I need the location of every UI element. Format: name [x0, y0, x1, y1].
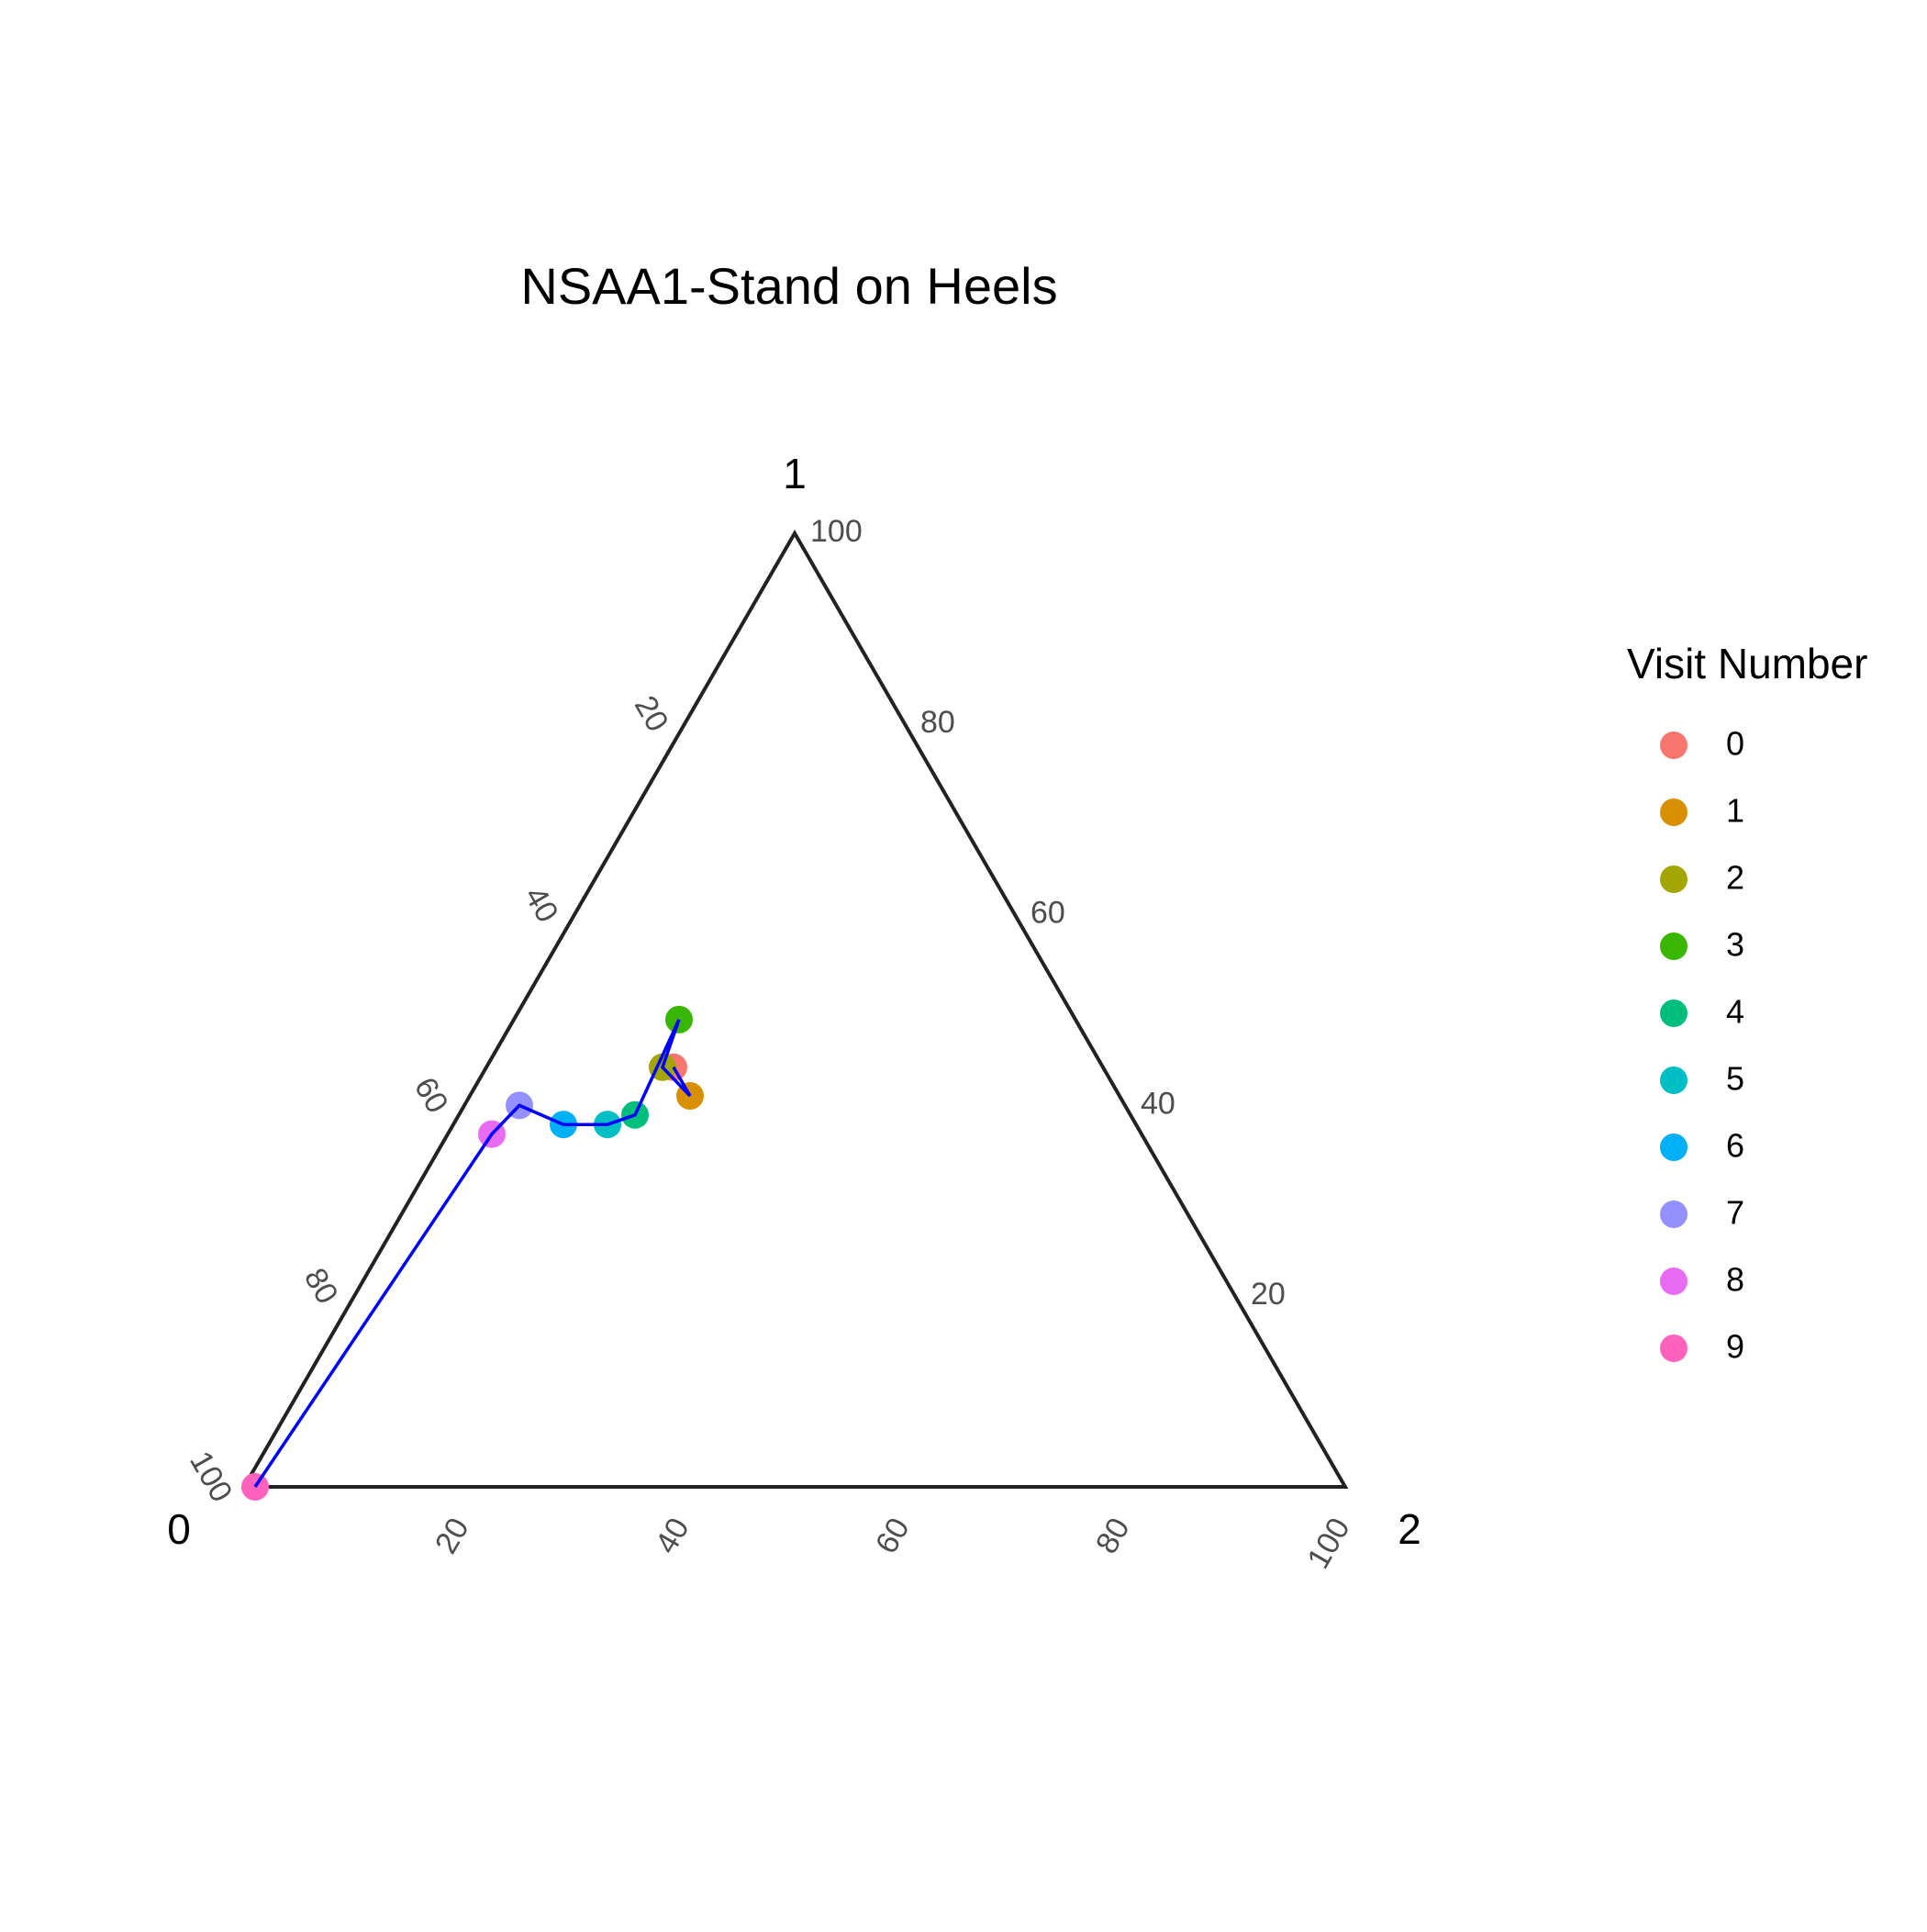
- legend-key-5: [1660, 1067, 1688, 1094]
- right-edge-tick-label: 20: [1251, 1277, 1286, 1312]
- legend-label-9: 9: [1726, 1328, 1744, 1366]
- right-edge-tick-label: 60: [1030, 896, 1065, 931]
- vertex-label-0: 0: [167, 1505, 191, 1553]
- legend-key-0: [1660, 731, 1688, 759]
- bottom-edge-tick-label: 20: [429, 1512, 476, 1559]
- visit-trajectory-line: [253, 1019, 692, 1488]
- legend-label-2: 2: [1726, 859, 1744, 897]
- legend-label-8: 8: [1726, 1261, 1744, 1299]
- left-edge-tick-label: 80: [297, 1262, 345, 1310]
- vertex-label-1: 1: [783, 450, 807, 497]
- right-edge-tick-label: 80: [920, 705, 955, 740]
- legend-label-7: 7: [1726, 1194, 1744, 1232]
- bottom-edge-tick-label: 60: [869, 1512, 917, 1559]
- tick-labels: 20 40 60 80 100 100 80 60 40 20 20 40 60 80 100: [183, 514, 1357, 1575]
- legend-key-6: [1660, 1134, 1688, 1161]
- legend-key-1: [1660, 798, 1688, 826]
- legend-label-0: 0: [1726, 725, 1744, 763]
- left-edge-tick-label: 20: [628, 690, 675, 738]
- legend-label-6: 6: [1726, 1127, 1744, 1165]
- legend-label-3: 3: [1726, 926, 1744, 964]
- legend-label-4: 4: [1726, 993, 1744, 1031]
- legend-label-5: 5: [1726, 1060, 1744, 1098]
- legend-key-8: [1660, 1268, 1688, 1295]
- legend-title: Visit Number: [1627, 640, 1867, 687]
- legend-key-3: [1660, 932, 1688, 960]
- left-edge-tick-label: 100: [183, 1446, 239, 1508]
- legend: 0 1 2 3 4 5 6 7 8 9: [1660, 725, 1744, 1366]
- vertex-label-2: 2: [1398, 1505, 1421, 1553]
- data-points: [241, 1005, 704, 1501]
- ternary-frame: [240, 530, 1349, 1489]
- legend-key-2: [1660, 865, 1688, 893]
- bottom-edge-tick-label: 100: [1300, 1512, 1356, 1574]
- legend-key-9: [1660, 1335, 1688, 1362]
- chart-title: NSAA1-Stand on Heels: [520, 257, 1057, 315]
- legend-key-7: [1660, 1201, 1688, 1228]
- bottom-edge-tick-label: 40: [649, 1512, 696, 1559]
- legend-key-4: [1660, 1000, 1688, 1027]
- left-edge-tick-label: 40: [518, 881, 565, 929]
- right-edge-tick-label: 100: [810, 514, 863, 549]
- right-edge-tick-label: 40: [1141, 1086, 1175, 1121]
- legend-label-1: 1: [1726, 792, 1744, 830]
- left-edge-tick-label: 60: [407, 1072, 455, 1120]
- bottom-edge-tick-label: 80: [1089, 1512, 1137, 1559]
